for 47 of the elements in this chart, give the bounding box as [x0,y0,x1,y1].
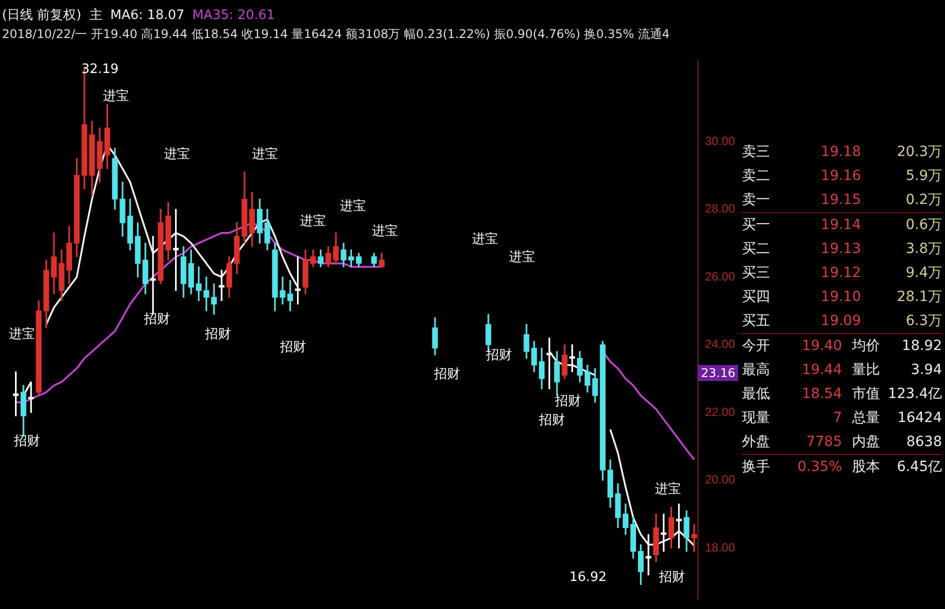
text: 买四 19.10 28.1万 [742,289,942,305]
chart-title: (日线 前复权) [2,8,82,23]
annotation: 进宝 [509,250,535,265]
annotation: 进宝 [9,327,35,342]
y-tick-label: 26.00 [704,269,736,284]
annotation: 招财 [280,340,306,355]
annotation: 招财 [14,434,40,449]
text: 最高 19.44 量比 3.94 [742,362,942,378]
text: MA35: 20.61 [192,8,275,23]
text: 主 [89,8,102,23]
annotation: 进宝 [472,232,498,247]
y-tick-label: 22.00 [704,404,736,419]
annotation: 进宝 [252,147,278,162]
text: 买一 19.14 0.6万 [742,217,942,233]
annotation: 16.92 [569,570,607,585]
text: 买五 19.09 6.3万 [742,313,942,329]
annotation: 招财 [205,327,231,342]
annotation: 进宝 [655,482,681,497]
annotation: 进宝 [372,224,398,239]
annotation: 进宝 [103,89,129,104]
y-tick-label: 28.00 [704,202,736,216]
annotation: 进宝 [340,199,366,214]
text: 买三 19.12 9.4万 [742,265,942,281]
text: 换手 0.35% 股本 6.45亿 [742,459,942,475]
text: 买二 19.13 3.8万 [742,241,942,257]
text: 卖一 19.15 0.2万 [742,192,942,208]
annotation: 招财 [659,570,685,585]
annotation: 招财 [539,413,565,428]
annotation: 招财 [144,312,170,327]
annotation: 招财 [555,394,581,409]
y-tick-label: 20.00 [704,472,736,487]
chart-subtitle: 2018/10/22/一 开19.40 高19.44 低18.54 收19.14 量16424 额3108万 幅0.23(1.22%) 振0.90(4.76%) 换0.35% 流通4 [2,26,671,43]
y-tick-label: 18.00 [704,540,736,554]
text: 外盘 7785 内盘 8638 [742,434,942,450]
annotation: 招财 [486,348,512,363]
text: 23.16 [698,365,738,381]
y-tick-label: 24.00 [704,337,736,352]
text: 今开 19.40 均价 18.92 [742,338,942,354]
text: 最低 18.54 市值 123.4亿 [742,386,942,402]
annotation: 招财 [434,367,460,382]
text: MA6: 18.07 [110,8,184,23]
text: 现量 7 总量 16424 [742,410,942,426]
annotation: 进宝 [164,147,190,162]
text: 卖三 19.18 20.3万 [742,144,942,160]
text: 卖二 19.16 5.9万 [742,168,942,184]
y-tick-label: 30.00 [704,134,736,148]
annotation: 进宝 [300,214,326,229]
